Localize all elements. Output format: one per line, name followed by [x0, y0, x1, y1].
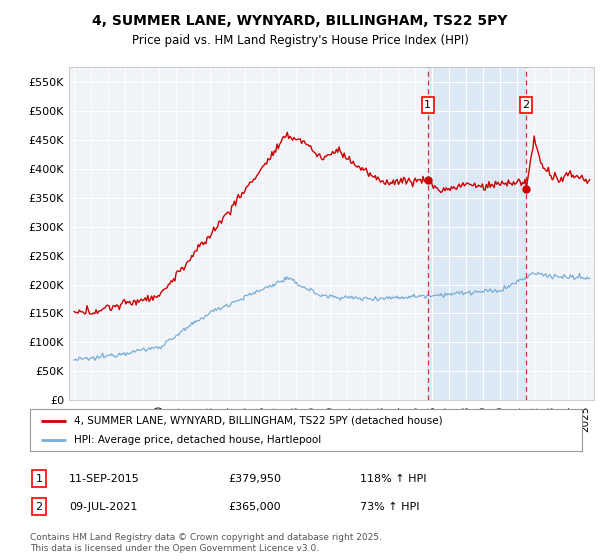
Text: 11-SEP-2015: 11-SEP-2015 — [69, 474, 140, 484]
Text: 73% ↑ HPI: 73% ↑ HPI — [360, 502, 419, 512]
Text: 1: 1 — [35, 474, 43, 484]
Text: 1: 1 — [424, 100, 431, 110]
Text: HPI: Average price, detached house, Hartlepool: HPI: Average price, detached house, Hart… — [74, 435, 322, 445]
Text: Price paid vs. HM Land Registry's House Price Index (HPI): Price paid vs. HM Land Registry's House … — [131, 34, 469, 46]
Text: 118% ↑ HPI: 118% ↑ HPI — [360, 474, 427, 484]
Text: 2: 2 — [35, 502, 43, 512]
Text: 2: 2 — [523, 100, 530, 110]
Text: 4, SUMMER LANE, WYNYARD, BILLINGHAM, TS22 5PY: 4, SUMMER LANE, WYNYARD, BILLINGHAM, TS2… — [92, 14, 508, 28]
Text: £379,950: £379,950 — [228, 474, 281, 484]
Text: £365,000: £365,000 — [228, 502, 281, 512]
Bar — [428, 67, 526, 400]
Text: Contains HM Land Registry data © Crown copyright and database right 2025.
This d: Contains HM Land Registry data © Crown c… — [30, 533, 382, 553]
Text: 4, SUMMER LANE, WYNYARD, BILLINGHAM, TS22 5PY (detached house): 4, SUMMER LANE, WYNYARD, BILLINGHAM, TS2… — [74, 416, 443, 426]
Text: 09-JUL-2021: 09-JUL-2021 — [69, 502, 137, 512]
